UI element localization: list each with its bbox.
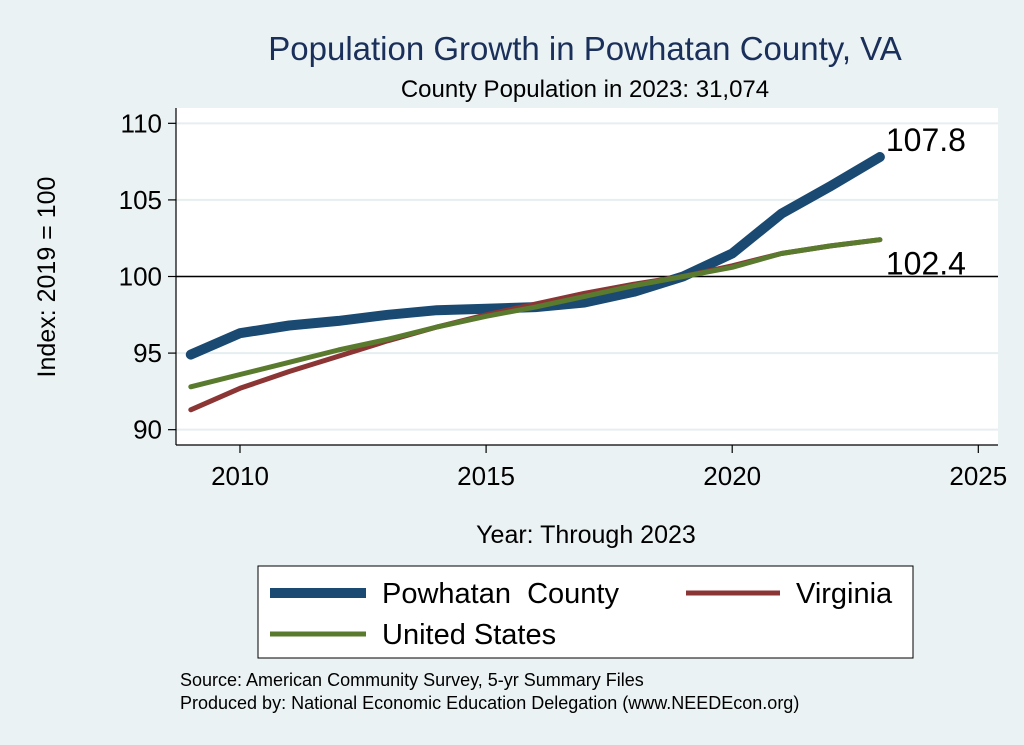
- gridlines: [176, 122, 998, 431]
- x-axis-title: Year: Through 2023: [476, 521, 696, 549]
- y-tick-label: 100: [119, 262, 162, 292]
- axes: 90 95 100 105 110 2010 2015 2020 2025: [119, 108, 1007, 491]
- end-label-2: 102.4: [886, 246, 966, 282]
- legend-label: Powhatan County: [382, 578, 619, 610]
- legend-label: United States: [382, 619, 556, 651]
- y-tick-label: 105: [119, 185, 162, 215]
- legend: Powhatan County Virginia United States: [270, 578, 893, 651]
- series-lines: [185, 152, 885, 413]
- y-axis-title: Index: 2019 = 100: [33, 177, 61, 378]
- source-note: Source: American Community Survey, 5-yr …: [180, 670, 644, 690]
- x-tick-label: 2020: [703, 461, 761, 491]
- series-line-3: [188, 237, 883, 390]
- y-tick-label: 95: [133, 338, 162, 368]
- end-label-1: 107.8: [886, 122, 966, 158]
- y-tick-label: 90: [133, 415, 162, 445]
- chart-title: Population Growth in Powhatan County, VA: [268, 30, 901, 67]
- legend-label: Virginia: [796, 578, 893, 610]
- x-tick-label: 2015: [457, 461, 515, 491]
- produced-by-note: Produced by: National Economic Education…: [180, 693, 799, 713]
- legend-box: [257, 565, 914, 659]
- chart-subtitle: County Population in 2023: 31,074: [401, 76, 769, 103]
- y-tick-label: 110: [121, 108, 162, 138]
- x-tick-label: 2025: [949, 461, 1007, 491]
- end-labels: 107.8 102.4: [886, 122, 966, 282]
- x-tick-label: 2010: [211, 461, 269, 491]
